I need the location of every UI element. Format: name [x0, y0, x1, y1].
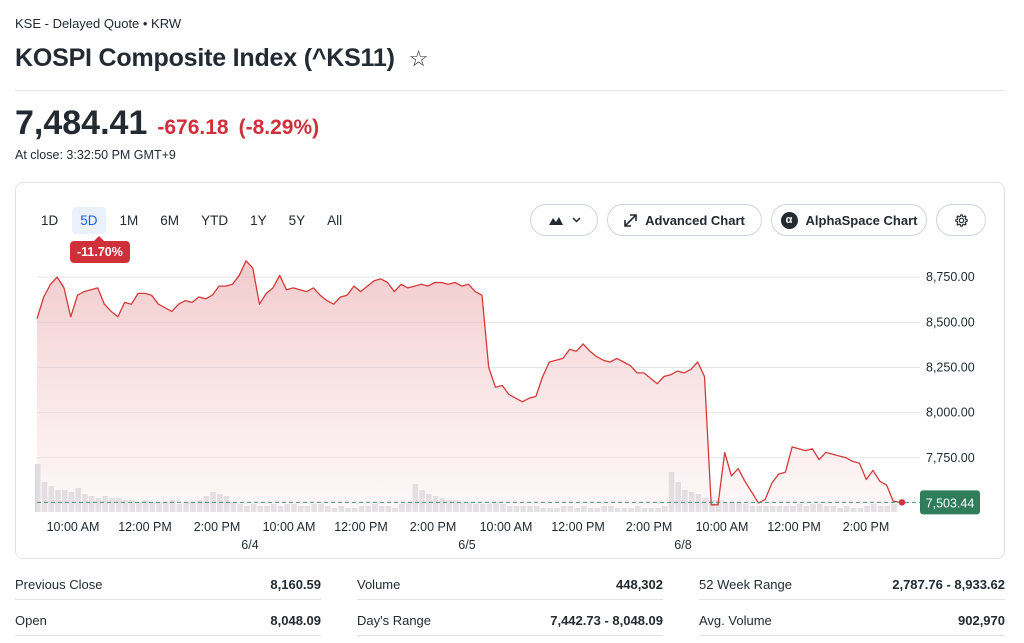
stat-label: Day's Range: [357, 613, 432, 628]
mountain-icon: [548, 217, 563, 225]
price-row: 7,484.41 -676.18 (-8.29%): [15, 104, 319, 143]
stat-value: 8,048.09: [270, 613, 321, 628]
current-price-tag: [920, 490, 980, 515]
stat-value: 7,442.73 - 8,048.09: [550, 613, 663, 628]
stat-row: Previous Close 8,160.59: [15, 570, 321, 600]
x-tick-label: 10:00 AM: [263, 520, 316, 534]
range-tab-5d[interactable]: 5D: [72, 207, 106, 234]
range-tab-1y[interactable]: 1Y: [250, 213, 267, 228]
price-change: -676.18: [157, 116, 229, 139]
stat-value: 2,787.76 - 8,933.62: [892, 577, 1005, 592]
stat-label: 52 Week Range: [699, 577, 792, 592]
stat-row: Avg. Volume 902,970: [699, 606, 1005, 636]
alphaspace-chart-label: AlphaSpace Chart: [805, 212, 918, 228]
current-price: 7,484.41: [15, 104, 148, 142]
advanced-chart-button[interactable]: Advanced Chart: [607, 204, 762, 236]
stat-label: Avg. Volume: [699, 613, 772, 628]
range-tab-6m[interactable]: 6M: [160, 213, 180, 228]
chart-settings-button[interactable]: [936, 204, 986, 236]
stat-label: Previous Close: [15, 577, 103, 592]
performance-badge: -11.70%: [70, 236, 130, 263]
x-tick-label: 12:00 PM: [118, 520, 172, 534]
stat-row: Volume 448,302: [357, 570, 663, 600]
stat-value: 902,970: [958, 613, 1005, 628]
current-price-label: 7,503.44: [926, 496, 975, 510]
y-tick-label: 8,000.00: [926, 406, 975, 420]
watchlist-star-icon[interactable]: ☆: [408, 45, 429, 71]
x-tick-label: 12:00 PM: [334, 520, 388, 534]
price-line: [36, 260, 901, 506]
price-change-percent: (-8.29%): [238, 116, 320, 139]
price-chart[interactable]: 8,750.00 8,500.00 8,250.00 8,000.00 7,750.00…: [15, 250, 1005, 555]
stat-row: 52 Week Range 2,787.76 - 8,933.62: [699, 570, 1005, 600]
y-tick-label: 8,500.00: [926, 315, 975, 329]
stat-row: Day's Range 7,442.73 - 8,048.09: [357, 606, 663, 636]
range-tab-1d[interactable]: 1D: [41, 213, 59, 228]
stat-value: 448,302: [616, 577, 663, 592]
current-price-dot: [898, 499, 906, 506]
range-tab-all[interactable]: All: [327, 213, 343, 228]
chart-type-button[interactable]: [530, 204, 598, 236]
x-tick-label: 10:00 AM: [47, 520, 100, 534]
chart-card: [15, 182, 1005, 559]
x-tick-label: 10:00 AM: [480, 520, 533, 534]
chevron-down-icon: [571, 217, 581, 223]
expand-icon: [624, 213, 637, 227]
range-tab-5y[interactable]: 5Y: [288, 213, 306, 228]
stat-label: Volume: [357, 577, 401, 592]
y-tick-label: 8,250.00: [926, 360, 975, 374]
x-tick-label: 10:00 AM: [696, 520, 749, 534]
range-tab-ytd[interactable]: YTD: [201, 213, 229, 228]
x-tick-label: 2:00 PM: [843, 520, 890, 534]
alpha-icon: α: [780, 211, 798, 229]
date-label: 6/4: [241, 538, 258, 552]
x-tick-label: 12:00 PM: [551, 520, 605, 534]
y-tick-label: 7,750.00: [926, 451, 975, 465]
gear-icon: [954, 213, 968, 227]
date-label: 6/5: [458, 538, 475, 552]
x-tick-label: 2:00 PM: [410, 520, 457, 534]
date-label: 6/8: [674, 538, 691, 552]
price-area: [37, 260, 900, 512]
x-tick-label: 12:00 PM: [767, 520, 821, 534]
x-tick-label: 2:00 PM: [626, 520, 673, 534]
y-tick-label: 8,750.00: [926, 270, 975, 284]
divider: [15, 90, 1005, 91]
title-row: KOSPI Composite Index (^KS11) ☆: [15, 44, 428, 73]
close-time: At close: 3:32:50 PM GMT+9: [15, 148, 176, 162]
advanced-chart-label: Advanced Chart: [645, 212, 745, 228]
x-tick-label: 2:00 PM: [194, 520, 241, 534]
stat-label: Open: [15, 613, 47, 628]
range-selector: 1D 5D 1M 6M YTD 1Y 5Y All: [33, 207, 350, 234]
range-tab-1m[interactable]: 1M: [119, 213, 139, 228]
exchange-line: KSE - Delayed Quote • KRW: [15, 16, 182, 31]
page-title: KOSPI Composite Index (^KS11): [15, 44, 395, 72]
stat-row: Open 8,048.09: [15, 606, 321, 636]
alphaspace-chart-button[interactable]: α AlphaSpace Chart: [771, 204, 927, 236]
stat-value: 8,160.59: [270, 577, 321, 592]
